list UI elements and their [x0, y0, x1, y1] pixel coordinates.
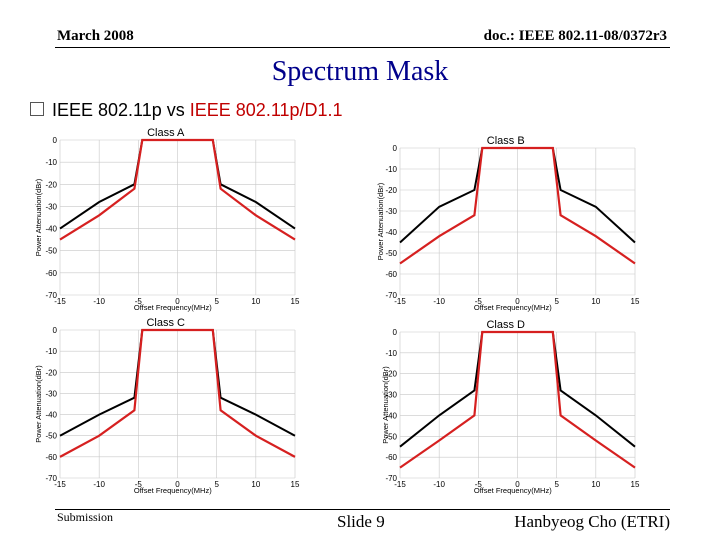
- chart-4-xaxis-label: Offset Frequency(MHz): [474, 486, 552, 495]
- chart-2-ytick-label: -20: [385, 186, 397, 195]
- chart-4-ytick-label: -70: [385, 474, 397, 483]
- chart-3-ytick-label: -70: [45, 474, 57, 483]
- chart-1-ytick-label: -60: [45, 269, 57, 278]
- chart-2-xtick-label: 10: [591, 297, 600, 306]
- chart-2-yaxis-label: Power Attenuation(dBr): [376, 182, 385, 260]
- chart-3-ytick-label: -50: [45, 432, 57, 441]
- chart-2-ytick-label: -60: [385, 270, 397, 279]
- chart-1-title: Class A: [147, 127, 185, 139]
- chart-2-ytick-label: -30: [385, 207, 397, 216]
- footer-slide-number: Slide 9: [337, 512, 385, 531]
- chart-4-xtick-label: -10: [433, 480, 445, 489]
- chart-3-ytick-label: -20: [45, 368, 57, 377]
- chart-1-ytick-label: -30: [45, 202, 57, 211]
- chart-3-ytick-label: -60: [45, 453, 57, 462]
- footer-rule: [55, 509, 670, 510]
- chart-2-xtick-label: 0: [515, 297, 520, 306]
- chart-2-xtick-label: -10: [433, 297, 445, 306]
- chart-3-ytick-label: 0: [53, 326, 58, 335]
- chart-4-ytick-label: -60: [385, 453, 397, 462]
- chart-4-ytick-label: -10: [385, 349, 397, 358]
- chart-2-xtick-label: 15: [631, 297, 640, 306]
- chart-3-xtick-label: -10: [93, 480, 105, 489]
- chart-2-ytick-label: -50: [385, 249, 397, 258]
- bullet-line: IEEE 802.11p vs IEEE 802.11p/D1.1: [30, 100, 343, 121]
- chart-4-xtick-label: 0: [515, 480, 520, 489]
- chart-1-ytick-label: -50: [45, 247, 57, 256]
- chart-2-series-red: [399, 146, 636, 265]
- chart-4-xtick-label: 15: [631, 480, 640, 489]
- chart-3-title: Class C: [146, 317, 185, 329]
- footer-author: Hanbyeog Cho (ETRI): [514, 512, 670, 531]
- bullet-box-icon: [30, 102, 44, 116]
- chart-3-xtick-label: 0: [175, 480, 180, 489]
- chart-3-xtick-label: 15: [291, 480, 300, 489]
- chart-1-xtick-label: 10: [251, 297, 260, 306]
- chart-3-xtick-label: -15: [54, 480, 66, 489]
- header-doc-id: doc.: IEEE 802.11-08/0372r3: [483, 28, 667, 44]
- chart-4-xtick-label: 10: [591, 480, 600, 489]
- chart-3-xtick-label: -5: [135, 480, 143, 489]
- chart-3-ytick-label: -10: [45, 347, 57, 356]
- chart-4-ytick-label: -30: [385, 391, 397, 400]
- chart-1-yaxis-label: Power Attenuation(dBr): [34, 178, 43, 256]
- chart-4-xtick-label: 5: [554, 480, 559, 489]
- chart-1-xtick-label: 0: [175, 297, 180, 306]
- chart-1-xtick-label: 5: [214, 297, 219, 306]
- bullet-highlight: IEEE 802.11p/D1.1: [189, 100, 343, 120]
- chart-1-series-red: [59, 138, 296, 241]
- chart-2-xtick-label: 5: [554, 297, 559, 306]
- chart-4-title: Class D: [486, 319, 525, 331]
- chart-2-ytick-label: 0: [393, 144, 398, 153]
- chart-3-ytick-label: -30: [45, 389, 57, 398]
- chart-2-ytick-label: -70: [385, 291, 397, 300]
- bullet-text: IEEE 802.11p vs: [52, 100, 190, 120]
- chart-3-yaxis-label: Power Attenuation(dBr): [34, 365, 43, 443]
- chart-1-ytick-label: -70: [45, 291, 57, 300]
- chart-2-xtick-label: -5: [475, 297, 483, 306]
- chart-1-ytick-label: -20: [45, 180, 57, 189]
- chart-1-xtick-label: -10: [93, 297, 105, 306]
- chart-1-xtick-label: -15: [54, 297, 66, 306]
- chart-2-ytick-label: -40: [385, 228, 397, 237]
- slide-title: Spectrum Mask: [271, 56, 449, 87]
- chart-4-xtick-label: -5: [475, 480, 483, 489]
- header-rule: [55, 47, 670, 48]
- chart-4-xtick-label: -15: [394, 480, 406, 489]
- chart-3-xaxis-label: Offset Frequency(MHz): [134, 486, 212, 495]
- chart-1-ytick-label: 0: [53, 136, 58, 145]
- chart-3-xtick-label: 10: [251, 480, 260, 489]
- chart-4-ytick-label: -20: [385, 370, 397, 379]
- chart-4-ytick-label: 0: [393, 328, 398, 337]
- chart-1-ytick-label: -40: [45, 225, 57, 234]
- chart-2-title: Class B: [487, 135, 525, 147]
- chart-1-xtick-label: -5: [135, 297, 143, 306]
- chart-3-series-red: [59, 328, 296, 458]
- header-date: March 2008: [57, 28, 134, 44]
- chart-2-ytick-label: -10: [385, 165, 397, 174]
- chart-4-ytick-label: -40: [385, 411, 397, 420]
- chart-1-ytick-label: -10: [45, 158, 57, 167]
- chart-1-xaxis-label: Offset Frequency(MHz): [134, 303, 212, 312]
- chart-1-xtick-label: 15: [291, 297, 300, 306]
- chart-3-ytick-label: -40: [45, 411, 57, 420]
- footer-submission: Submission: [57, 510, 114, 524]
- chart-2-xaxis-label: Offset Frequency(MHz): [474, 303, 552, 312]
- chart-4-ytick-label: -50: [385, 432, 397, 441]
- chart-4-series-red: [399, 330, 636, 469]
- chart-2-xtick-label: -15: [394, 297, 406, 306]
- chart-4-yaxis-label: Power Attenuation(dBr): [381, 366, 390, 444]
- chart-3-xtick-label: 5: [214, 480, 219, 489]
